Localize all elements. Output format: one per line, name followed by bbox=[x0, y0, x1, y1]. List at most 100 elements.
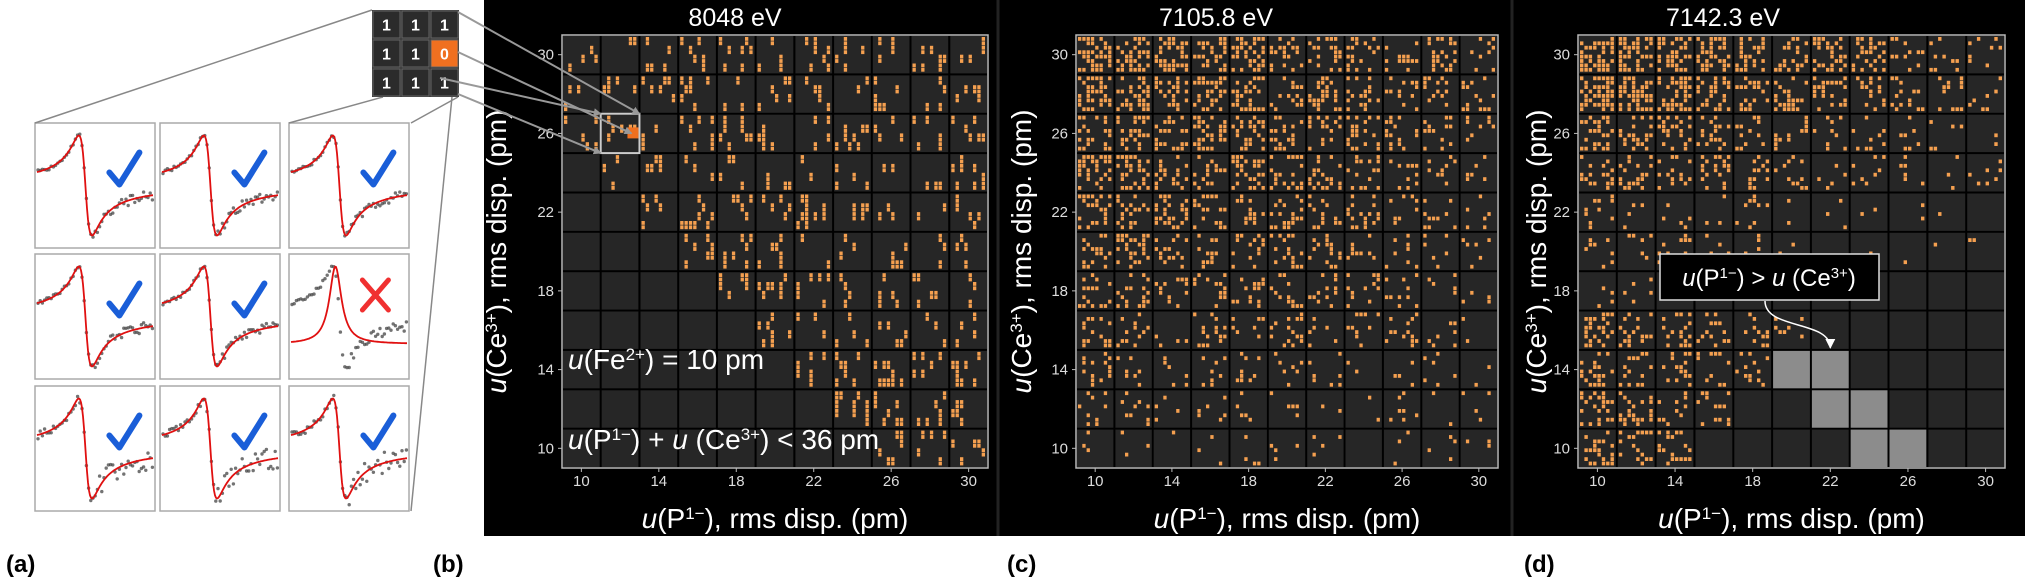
hit-pixel bbox=[912, 273, 916, 277]
hit-pixel bbox=[1976, 181, 1981, 186]
hit-pixel bbox=[1644, 45, 1649, 50]
hit-pixel bbox=[1086, 85, 1090, 89]
hit-pixel bbox=[929, 430, 934, 435]
hit-pixel bbox=[1244, 41, 1248, 46]
matrix-cell bbox=[372, 68, 401, 97]
hit-pixel bbox=[1718, 146, 1722, 151]
hit-pixel bbox=[955, 198, 959, 203]
hit-pixel bbox=[1184, 54, 1189, 59]
x-tick-label: 30 bbox=[960, 473, 977, 490]
hit-pixel bbox=[1116, 115, 1120, 120]
hit-pixel bbox=[1618, 54, 1623, 59]
hit-pixel bbox=[1137, 146, 1142, 151]
hit-pixel bbox=[1709, 133, 1713, 138]
hit-pixel bbox=[1584, 448, 1588, 453]
hit-pixel bbox=[1649, 334, 1653, 339]
hit-pixel bbox=[1078, 404, 1082, 409]
hit-pixel bbox=[934, 325, 938, 330]
hit-pixel bbox=[960, 325, 964, 330]
hit-pixel bbox=[1363, 312, 1367, 317]
hit-pixel bbox=[955, 400, 959, 404]
hit-pixel bbox=[731, 198, 736, 203]
hit-pixel bbox=[1700, 163, 1705, 168]
hit-pixel bbox=[1103, 255, 1108, 260]
hit-pixel bbox=[1261, 50, 1265, 55]
hit-pixel bbox=[688, 89, 693, 94]
x-tick-label: 22 bbox=[805, 473, 822, 490]
hit-pixel bbox=[809, 351, 813, 356]
hit-pixel bbox=[1584, 343, 1588, 348]
grid-cell bbox=[679, 350, 716, 389]
hit-pixel bbox=[1709, 120, 1713, 124]
hit-pixel bbox=[1346, 137, 1350, 142]
hit-pixel bbox=[680, 80, 684, 85]
hit-pixel bbox=[1791, 107, 1795, 112]
hit-pixel bbox=[818, 277, 822, 282]
hit-pixel bbox=[1610, 45, 1614, 50]
hit-pixel bbox=[1308, 360, 1312, 365]
hit-pixel bbox=[1193, 54, 1197, 59]
hit-pixel bbox=[1696, 351, 1700, 356]
hit-pixel bbox=[1120, 317, 1124, 321]
hit-pixel bbox=[1082, 343, 1086, 348]
hit-pixel bbox=[770, 282, 774, 286]
check-mark bbox=[231, 280, 268, 319]
hit-pixel bbox=[1444, 163, 1449, 168]
hit-pixel bbox=[1752, 45, 1757, 50]
hit-pixel bbox=[981, 37, 985, 41]
hit-pixel bbox=[1998, 76, 2002, 81]
hit-pixel bbox=[757, 321, 761, 326]
fit-plot-frame bbox=[34, 253, 156, 380]
hit-pixel bbox=[1483, 216, 1487, 221]
hit-pixel bbox=[805, 80, 809, 85]
hit-pixel bbox=[1431, 50, 1436, 55]
hit-pixel bbox=[1644, 334, 1649, 339]
hit-pixel bbox=[1103, 264, 1108, 269]
hit-pixel bbox=[1782, 63, 1787, 68]
hit-pixel bbox=[1588, 98, 1593, 103]
hit-pixel bbox=[1722, 37, 1726, 41]
hit-pixel bbox=[1487, 120, 1491, 124]
hit-pixel bbox=[1368, 212, 1372, 216]
hit-pixel bbox=[843, 63, 848, 68]
hit-pixel bbox=[1610, 177, 1614, 181]
hit-pixel bbox=[1240, 198, 1244, 203]
hit-pixel bbox=[1142, 120, 1146, 124]
hit-pixel bbox=[1146, 159, 1150, 164]
hit-pixel bbox=[1713, 37, 1718, 41]
hit-pixel bbox=[835, 382, 839, 387]
hit-pixel bbox=[951, 365, 955, 369]
data-point bbox=[40, 434, 45, 438]
hit-pixel bbox=[1176, 172, 1180, 177]
hit-pixel bbox=[1201, 129, 1205, 133]
hit-pixel bbox=[835, 339, 839, 343]
hit-pixel bbox=[1465, 339, 1470, 343]
hit-pixel bbox=[1748, 177, 1752, 181]
hit-pixel bbox=[1223, 89, 1227, 94]
hit-pixel bbox=[1877, 89, 1882, 94]
hit-pixel bbox=[1184, 129, 1189, 133]
hit-pixel bbox=[938, 181, 942, 186]
hit-pixel bbox=[1308, 343, 1312, 348]
x-tick-label: 14 bbox=[1667, 473, 1684, 490]
hit-pixel bbox=[1206, 124, 1210, 129]
hit-pixel bbox=[766, 177, 770, 181]
grid-cell bbox=[1967, 350, 2004, 389]
hit-pixel bbox=[1146, 277, 1150, 282]
hit-pixel bbox=[788, 94, 792, 98]
matrix-value: 1 bbox=[382, 18, 391, 35]
hit-pixel bbox=[878, 102, 882, 107]
hit-pixel bbox=[1761, 59, 1765, 63]
fit-curve bbox=[161, 265, 279, 368]
hit-pixel bbox=[1163, 282, 1167, 286]
hit-pixel bbox=[757, 325, 761, 330]
hit-pixel bbox=[1103, 94, 1108, 98]
hit-pixel bbox=[745, 273, 749, 277]
hit-pixel bbox=[1765, 343, 1770, 348]
hit-pixel bbox=[1376, 186, 1380, 190]
grid-cell bbox=[911, 390, 949, 428]
hit-pixel bbox=[770, 85, 774, 89]
hit-pixel bbox=[611, 124, 615, 129]
hit-pixel bbox=[1338, 115, 1342, 120]
hit-pixel bbox=[1474, 409, 1478, 413]
